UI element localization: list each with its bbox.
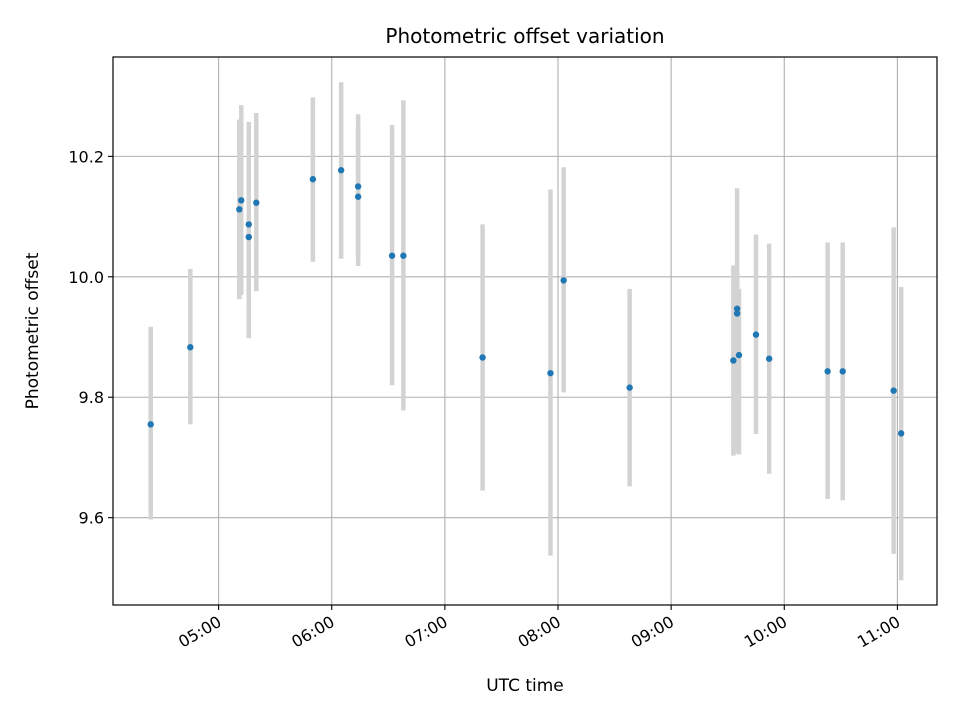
data-point <box>824 368 831 375</box>
data-point <box>897 430 905 437</box>
data-point <box>839 368 846 375</box>
data-points <box>147 167 905 437</box>
data-point <box>354 193 362 200</box>
data-point <box>245 233 252 241</box>
y-tick-label: 10.2 <box>68 147 104 166</box>
data-point <box>309 176 317 183</box>
data-point <box>735 351 743 359</box>
data-point <box>147 421 154 428</box>
data-point <box>733 310 741 317</box>
data-point <box>238 197 245 204</box>
data-point <box>245 221 252 228</box>
data-point <box>236 206 243 213</box>
data-point <box>187 344 194 351</box>
data-point <box>547 369 554 377</box>
data-point <box>337 167 345 174</box>
data-point <box>388 252 396 259</box>
chart-title: Photometric offset variation <box>385 24 664 48</box>
data-point <box>765 355 773 362</box>
data-point <box>626 384 633 391</box>
data-point <box>730 357 737 364</box>
data-point <box>752 331 760 338</box>
data-point <box>733 305 741 312</box>
data-point <box>560 277 567 284</box>
data-point <box>400 252 407 259</box>
y-axis-title: Photometric offset <box>23 252 43 409</box>
data-point <box>253 199 260 206</box>
y-tick-label: 9.6 <box>79 509 104 528</box>
data-point <box>890 387 897 394</box>
plot-frame <box>112 56 938 606</box>
x-axis-title: UTC time <box>486 676 564 696</box>
data-point <box>479 354 486 361</box>
data-point <box>354 183 362 190</box>
y-axis-ticks: 9.6 9.8 10.0 10.2 <box>68 147 113 528</box>
y-tick-label: 9.8 <box>79 388 104 407</box>
y-tick-label: 10.0 <box>68 268 104 287</box>
